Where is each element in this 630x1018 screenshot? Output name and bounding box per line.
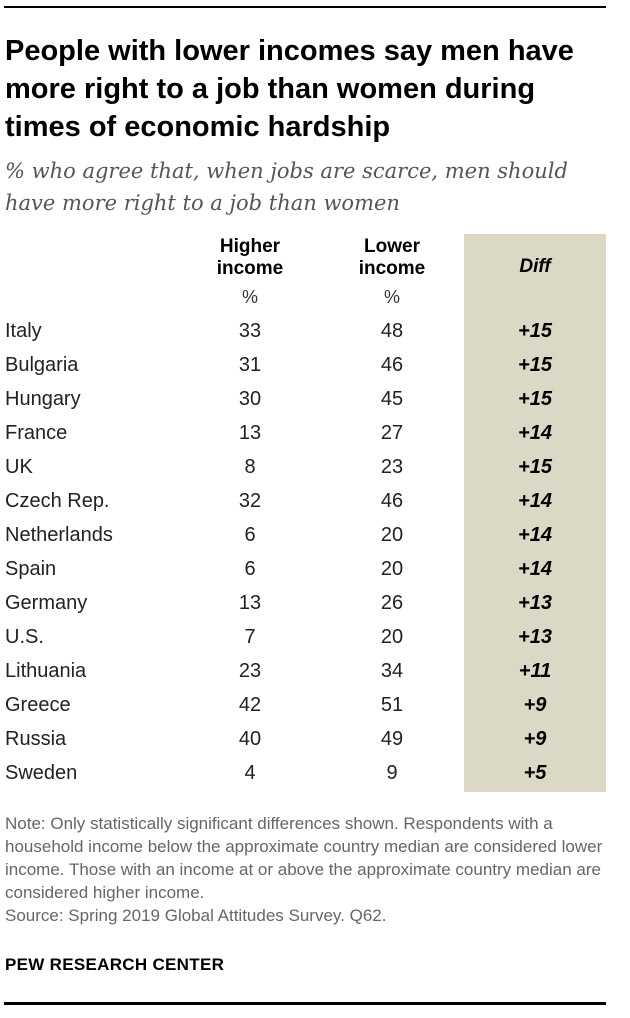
- higher-income-value: 6: [244, 558, 256, 580]
- country-label: Hungary: [5, 388, 81, 410]
- diff-value: +5: [523, 762, 547, 784]
- table-row: Czech Rep. 32 46 +14: [0, 484, 630, 518]
- lower-income-value: 48: [380, 320, 404, 342]
- country-label: Greece: [5, 694, 71, 716]
- higher-income-value: 30: [238, 388, 262, 410]
- column-header-higher-line1: Higher: [219, 236, 281, 257]
- higher-income-value: 23: [238, 660, 262, 682]
- country-label: Italy: [5, 320, 42, 342]
- column-header-lower-income: Lower income: [332, 236, 452, 280]
- higher-income-value: 32: [238, 490, 262, 512]
- column-header-diff: Diff: [519, 256, 551, 277]
- lower-income-value: 45: [380, 388, 404, 410]
- higher-income-value: 8: [244, 456, 256, 478]
- source-text: Source: Spring 2019 Global Attitudes Sur…: [5, 906, 387, 925]
- country-label: Germany: [5, 592, 88, 614]
- higher-income-value: 13: [238, 422, 262, 444]
- diff-value: +15: [518, 354, 552, 376]
- table-row: Lithuania 23 34 +11: [0, 654, 630, 688]
- country-label: Lithuania: [5, 660, 87, 682]
- lower-income-value: 46: [380, 490, 404, 512]
- note-text: Note: Only statistically significant dif…: [5, 814, 603, 902]
- country-label: France: [5, 422, 68, 444]
- diff-value: +15: [518, 456, 552, 478]
- column-header-lower-line2: income: [358, 258, 426, 279]
- country-label: Netherlands: [5, 524, 113, 546]
- diff-value: +14: [518, 422, 552, 444]
- diff-value: +15: [518, 320, 552, 342]
- column-unit-lower: %: [383, 287, 400, 307]
- diff-value: +15: [518, 388, 552, 410]
- diff-value: +14: [518, 524, 552, 546]
- column-unit-higher: %: [241, 287, 258, 307]
- country-label: Spain: [5, 558, 57, 580]
- table-row: France 13 27 +14: [0, 416, 630, 450]
- higher-income-value: 33: [238, 320, 262, 342]
- higher-income-value: 4: [244, 762, 256, 784]
- diff-column-background: [464, 234, 606, 792]
- chart-title: People with lower incomes say men have m…: [5, 35, 574, 143]
- higher-income-value: 31: [238, 354, 262, 376]
- table-row: UK 8 23 +15: [0, 450, 630, 484]
- diff-value: +9: [523, 694, 547, 716]
- diff-value: +9: [523, 728, 547, 750]
- lower-income-value: 9: [386, 762, 398, 784]
- higher-income-value: 40: [238, 728, 262, 750]
- top-rule: [4, 6, 606, 8]
- higher-income-value: 13: [238, 592, 262, 614]
- lower-income-value: 34: [380, 660, 404, 682]
- table-row: U.S. 7 20 +13: [0, 620, 630, 654]
- column-header-higher-line2: income: [216, 258, 284, 279]
- lower-income-value: 51: [380, 694, 404, 716]
- diff-value: +14: [518, 558, 552, 580]
- lower-income-value: 23: [380, 456, 404, 478]
- country-label: Sweden: [5, 762, 78, 784]
- country-label: Russia: [5, 728, 67, 750]
- table-row: Greece 42 51 +9: [0, 688, 630, 722]
- table-row: Germany 13 26 +13: [0, 586, 630, 620]
- footnote: Note: Only statistically significant dif…: [5, 812, 605, 927]
- higher-income-value: 42: [238, 694, 262, 716]
- lower-income-value: 20: [380, 524, 404, 546]
- lower-income-value: 27: [380, 422, 404, 444]
- lower-income-value: 46: [380, 354, 404, 376]
- diff-value: +13: [518, 592, 552, 614]
- lower-income-value: 26: [380, 592, 404, 614]
- higher-income-value: 6: [244, 524, 256, 546]
- diff-value: +14: [518, 490, 552, 512]
- table-row: Italy 33 48 +15: [0, 314, 630, 348]
- table-row: Bulgaria 31 46 +15: [0, 348, 630, 382]
- table-row: Sweden 4 9 +5: [0, 756, 630, 790]
- higher-income-value: 7: [244, 626, 256, 648]
- country-label: U.S.: [5, 626, 44, 648]
- column-header-lower-line1: Lower: [364, 236, 420, 257]
- table-row: Spain 6 20 +14: [0, 552, 630, 586]
- country-label: UK: [5, 456, 33, 478]
- brand-logo-text: PEW RESEARCH CENTER: [5, 955, 225, 974]
- table-row: Netherlands 6 20 +14: [0, 518, 630, 552]
- diff-value: +11: [518, 660, 552, 682]
- lower-income-value: 49: [380, 728, 404, 750]
- country-label: Czech Rep.: [5, 490, 110, 512]
- country-label: Bulgaria: [5, 354, 79, 376]
- table-row: Russia 40 49 +9: [0, 722, 630, 756]
- bottom-rule: [4, 1002, 606, 1005]
- lower-income-value: 20: [380, 626, 404, 648]
- table-row: Hungary 30 45 +15: [0, 382, 630, 416]
- column-header-higher-income: Higher income: [190, 236, 310, 280]
- lower-income-value: 20: [380, 558, 404, 580]
- chart-subtitle: % who agree that, when jobs are scarce, …: [5, 159, 568, 215]
- diff-value: +13: [518, 626, 552, 648]
